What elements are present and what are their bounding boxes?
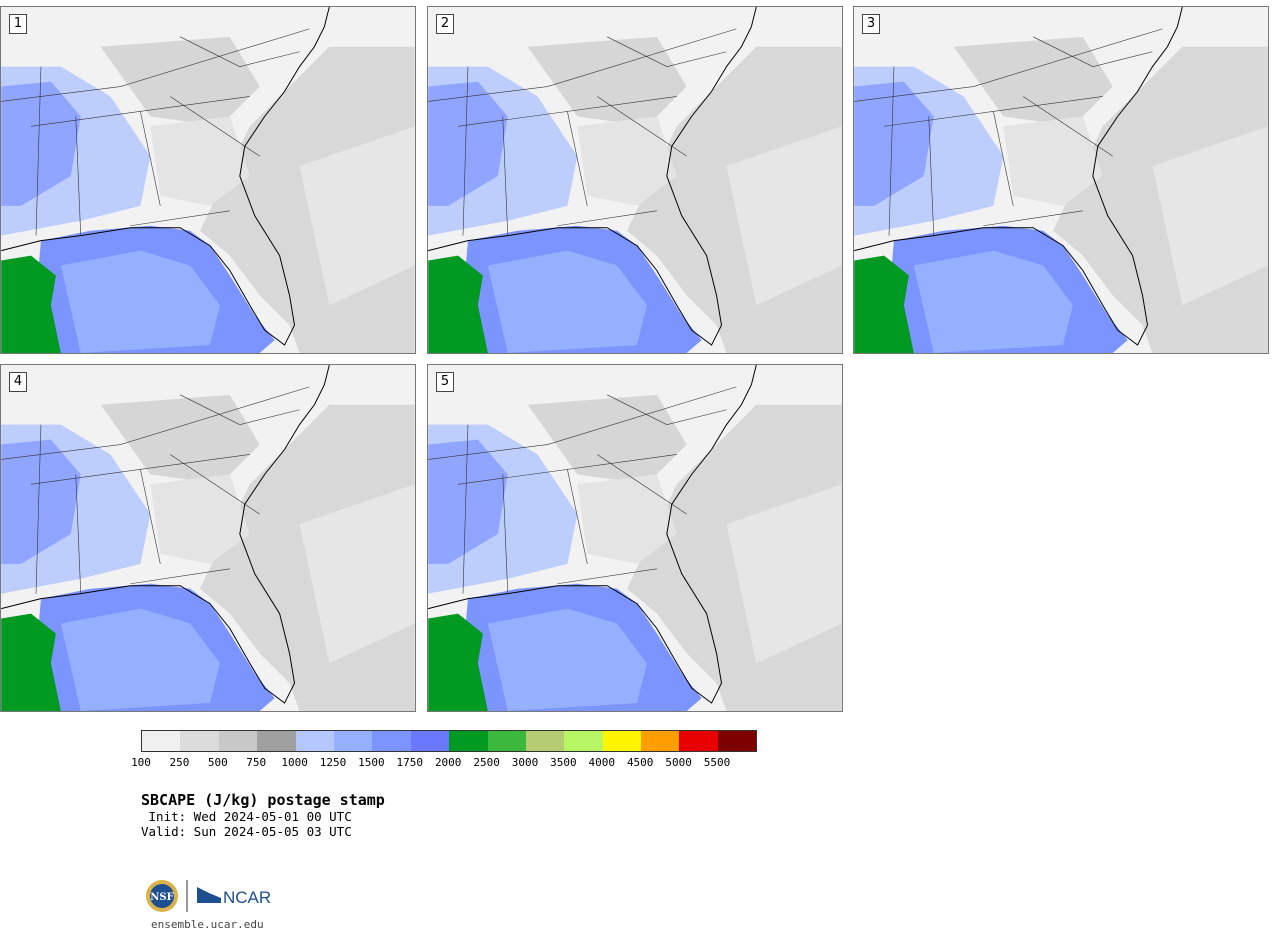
colorbar-tick-label: 4500	[626, 756, 654, 769]
website-url: ensemble.ucar.edu	[151, 918, 264, 931]
colorbar	[141, 730, 758, 752]
colorbar-swatch	[525, 731, 565, 751]
map-5	[428, 365, 842, 711]
colorbar-tick-label: 750	[246, 756, 267, 769]
valid-time: Valid: Sun 2024-05-05 03 UTC	[141, 824, 352, 839]
colorbar-swatch	[257, 731, 296, 751]
panel-number-label: 5	[436, 372, 454, 392]
ensemble-member-panel-3: 3	[853, 6, 1269, 354]
colorbar-tick-label: 5000	[665, 756, 692, 769]
colorbar-swatch	[372, 731, 411, 751]
ensemble-member-panel-5: 5	[427, 364, 843, 712]
panel-number-label: 1	[9, 14, 27, 34]
colorbar-swatch	[602, 731, 642, 751]
colorbar-tick-label: 100	[131, 756, 151, 769]
ncar-logo: NCAR	[197, 887, 271, 907]
colorbar-tick-label: 1250	[319, 756, 347, 769]
ncar-logo-text: NCAR	[223, 888, 271, 907]
panel-number-label: 4	[9, 372, 27, 392]
colorbar-tick-label: 3500	[550, 756, 577, 769]
chart-title: SBCAPE (J/kg) postage stamp	[141, 791, 385, 809]
logos: NSF NCAR	[146, 880, 271, 912]
colorbar-swatch	[410, 731, 450, 751]
colorbar-tick-label: 1500	[358, 756, 385, 769]
colorbar-swatch	[679, 731, 718, 751]
colorbar-swatch	[564, 731, 603, 751]
init-time: Init: Wed 2024-05-01 00 UTC	[141, 809, 352, 824]
panel-number-label: 2	[436, 14, 454, 34]
ensemble-member-panel-1: 1	[0, 6, 416, 354]
colorbar-swatch	[218, 731, 258, 751]
map-4	[1, 365, 415, 711]
ensemble-member-panel-4: 4	[0, 364, 416, 712]
colorbar-tick-label: 4000	[588, 756, 616, 769]
colorbar-swatch	[333, 731, 373, 751]
nsf-logo-text: NSF	[150, 892, 173, 903]
colorbar-tick-label: 2000	[434, 756, 462, 769]
colorbar-tick-label: 5500	[703, 756, 731, 769]
colorbar-swatch	[449, 731, 488, 751]
colorbar-tick-label: 3000	[511, 756, 539, 769]
colorbar-tick-label: 1750	[396, 756, 424, 769]
colorbar-tick-label: 2500	[473, 756, 500, 769]
colorbar-swatch	[180, 731, 219, 751]
ensemble-member-panel-2: 2	[427, 6, 843, 354]
colorbar-tick-label: 250	[169, 756, 190, 769]
colorbar-tick-label: 500	[207, 756, 228, 769]
panel-number-label: 3	[862, 14, 880, 34]
colorbar-swatch	[487, 731, 526, 751]
map-1	[1, 7, 415, 353]
colorbar-tick-label: 1000	[281, 756, 308, 769]
colorbar-swatch	[142, 731, 181, 751]
colorbar-swatch	[717, 731, 757, 751]
colorbar-swatch	[295, 731, 334, 751]
map-2	[428, 7, 842, 353]
nsf-logo: NSF	[146, 880, 178, 912]
colorbar-labels: 100 250 500 750 1000 1250 1500 1750 2000 2500 3000…	[131, 756, 761, 770]
colorbar-swatch	[641, 731, 680, 751]
map-3	[854, 7, 1268, 353]
